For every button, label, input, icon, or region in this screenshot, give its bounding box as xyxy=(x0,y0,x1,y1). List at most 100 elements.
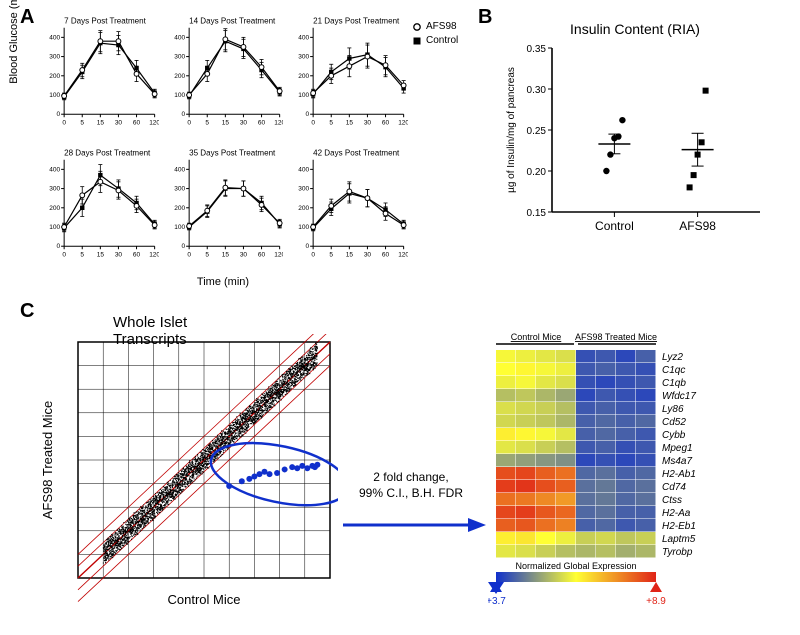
svg-text:300: 300 xyxy=(49,186,60,193)
svg-text:Ctss: Ctss xyxy=(662,495,682,506)
svg-text:120: 120 xyxy=(274,119,283,126)
svg-text:Lyz2: Lyz2 xyxy=(662,352,683,363)
svg-text:Ly86: Ly86 xyxy=(662,404,684,415)
svg-text:30: 30 xyxy=(364,251,372,258)
svg-text:Cd74: Cd74 xyxy=(662,482,686,493)
svg-text:400: 400 xyxy=(49,166,60,173)
panel-a-grid: 0100200300400051530601207 Days Post Trea… xyxy=(38,10,408,270)
panel-a-container: Blood Glucose (mg/dL) 010020030040005153… xyxy=(38,10,408,270)
svg-text:µg of Insulin/mg of pancreas: µg of Insulin/mg of pancreas xyxy=(506,67,517,193)
svg-text:60: 60 xyxy=(258,119,266,126)
svg-text:H2-Aa: H2-Aa xyxy=(662,508,691,519)
svg-text:300: 300 xyxy=(174,186,185,193)
panel-b-label: B xyxy=(478,6,492,29)
svg-text:0.25: 0.25 xyxy=(527,126,547,137)
svg-text:120: 120 xyxy=(274,251,283,258)
svg-text:H2-Eb1: H2-Eb1 xyxy=(662,521,696,532)
svg-text:60: 60 xyxy=(382,251,390,258)
svg-text:28 Days Post Treatment: 28 Days Post Treatment xyxy=(64,149,151,158)
arrow-icon xyxy=(338,500,488,550)
svg-text:AFS98 Treated Mice: AFS98 Treated Mice xyxy=(575,332,657,342)
svg-text:0: 0 xyxy=(187,119,191,126)
svg-text:400: 400 xyxy=(174,34,185,41)
svg-text:100: 100 xyxy=(49,92,60,99)
svg-text:Insulin Content (RIA): Insulin Content (RIA) xyxy=(570,21,700,37)
svg-text:15: 15 xyxy=(221,251,229,258)
svg-text:300: 300 xyxy=(299,186,310,193)
svg-text:120: 120 xyxy=(149,119,158,126)
svg-text:30: 30 xyxy=(364,119,372,126)
svg-text:0.20: 0.20 xyxy=(527,167,547,178)
svg-text:0: 0 xyxy=(62,251,66,258)
svg-text:120: 120 xyxy=(399,119,408,126)
svg-text:5: 5 xyxy=(80,119,84,126)
svg-text:C1qc: C1qc xyxy=(662,365,685,376)
svg-text:0: 0 xyxy=(181,111,185,118)
svg-text:200: 200 xyxy=(299,73,310,80)
svg-text:300: 300 xyxy=(174,54,185,61)
svg-text:0: 0 xyxy=(187,251,191,258)
circle-open-icon xyxy=(412,22,422,32)
scatter-plot: Control MiceAFS98 Treated Mice xyxy=(38,334,338,614)
svg-text:5: 5 xyxy=(205,119,209,126)
svg-text:Wfdc17: Wfdc17 xyxy=(662,391,696,402)
panel-a-label: A xyxy=(20,6,34,29)
svg-text:60: 60 xyxy=(258,251,266,258)
svg-text:Ms4a7: Ms4a7 xyxy=(662,456,692,467)
svg-text:400: 400 xyxy=(299,34,310,41)
square-filled-icon xyxy=(412,36,422,46)
svg-text:300: 300 xyxy=(299,54,310,61)
svg-text:5: 5 xyxy=(330,119,334,126)
panel-b-container: 0.15 0.20 0.25 0.30 0.35 Insulin Content (RIA… xyxy=(500,20,770,240)
svg-text:400: 400 xyxy=(49,34,60,41)
svg-text:Cd52: Cd52 xyxy=(662,417,686,428)
panel-a-legend: AFS98 Control xyxy=(412,20,458,48)
svg-text:0: 0 xyxy=(62,119,66,126)
svg-text:100: 100 xyxy=(174,92,185,99)
svg-text:Mpeg1: Mpeg1 xyxy=(662,443,693,454)
svg-text:120: 120 xyxy=(399,251,408,258)
svg-text:5: 5 xyxy=(80,251,84,258)
svg-text:100: 100 xyxy=(174,224,185,231)
svg-text:5: 5 xyxy=(205,251,209,258)
svg-text:0.35: 0.35 xyxy=(527,44,547,55)
svg-text:21 Days Post Treatment: 21 Days Post Treatment xyxy=(313,17,400,26)
scatter-annotation: 2 fold change,99% C.I., B.H. FDR xyxy=(346,470,476,501)
svg-text:400: 400 xyxy=(174,166,185,173)
svg-text:Control: Control xyxy=(595,219,634,233)
svg-text:14 Days Post Treatment: 14 Days Post Treatment xyxy=(189,17,276,26)
heatmap: Control MiceAFS98 Treated MiceLyz2C1qcC1… xyxy=(488,328,778,618)
svg-text:35 Days Post Treatment: 35 Days Post Treatment xyxy=(189,149,276,158)
svg-text:0.30: 0.30 xyxy=(527,85,547,96)
svg-text:30: 30 xyxy=(115,119,123,126)
svg-text:AFS98: AFS98 xyxy=(679,219,716,233)
svg-text:Control Mice: Control Mice xyxy=(511,332,562,342)
svg-text:300: 300 xyxy=(49,54,60,61)
panel-c-container: Whole Islet Transcripts Control MiceAFS9… xyxy=(38,320,778,620)
svg-text:60: 60 xyxy=(133,251,141,258)
svg-text:200: 200 xyxy=(174,73,185,80)
svg-text:0: 0 xyxy=(306,243,310,250)
scatter-title: Whole Islet Transcripts xyxy=(113,314,263,348)
svg-text:0: 0 xyxy=(312,119,316,126)
svg-text:Control Mice: Control Mice xyxy=(168,592,241,607)
svg-text:100: 100 xyxy=(299,224,310,231)
svg-text:0: 0 xyxy=(306,111,310,118)
panel-a-ylabel: Blood Glucose (mg/dL) xyxy=(8,0,20,84)
svg-text:5: 5 xyxy=(330,251,334,258)
legend-afs98: AFS98 xyxy=(412,20,458,34)
svg-text:0.15: 0.15 xyxy=(527,208,547,219)
svg-text:120: 120 xyxy=(149,251,158,258)
svg-text:Laptm5: Laptm5 xyxy=(662,534,696,545)
svg-text:15: 15 xyxy=(97,251,105,258)
svg-text:0: 0 xyxy=(56,243,60,250)
svg-text:100: 100 xyxy=(49,224,60,231)
svg-text:60: 60 xyxy=(382,119,390,126)
legend-control-label: Control xyxy=(426,34,458,48)
svg-text:H2-Ab1: H2-Ab1 xyxy=(662,469,696,480)
svg-text:15: 15 xyxy=(97,119,105,126)
svg-text:15: 15 xyxy=(346,119,354,126)
svg-text:30: 30 xyxy=(115,251,123,258)
svg-text:200: 200 xyxy=(49,73,60,80)
svg-text:30: 30 xyxy=(239,119,247,126)
